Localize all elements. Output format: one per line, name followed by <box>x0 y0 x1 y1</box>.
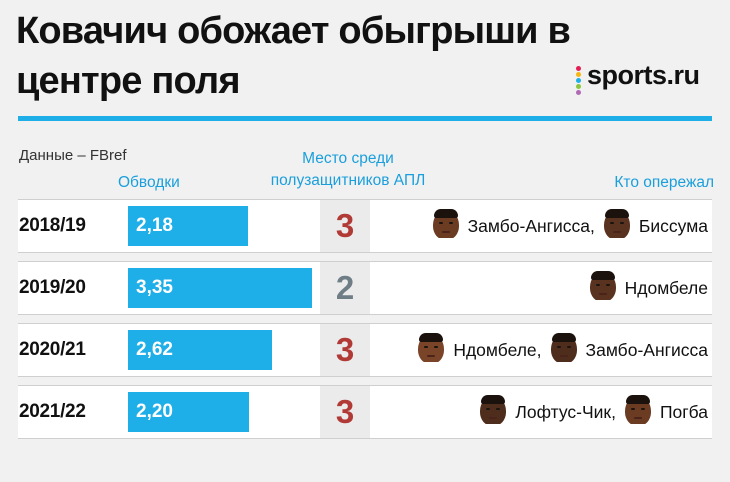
season-row: 2020/21 2,62 3 Ндомбеле, Замбо-Ангисса <box>18 323 712 377</box>
season-row: 2021/22 2,20 3 Лофтус-Чик, Погба <box>18 385 712 439</box>
player-name: Погба <box>659 401 708 422</box>
rank-value: 3 <box>320 324 370 376</box>
player-name: Ндомбеле <box>453 339 537 360</box>
data-source: Данные – FBref <box>19 147 127 164</box>
chart-title: Ковачич обожает обыгрыши в центре поля <box>16 10 571 102</box>
dribbles-value-label: 2,18 <box>136 215 173 236</box>
sports-ru-logo: sports.ru <box>574 58 724 100</box>
player-face-icon <box>588 271 618 305</box>
name-separator: , <box>611 401 616 422</box>
dribbles-bar <box>128 206 248 246</box>
player-face-icon <box>623 395 653 429</box>
logo-dot <box>576 90 581 95</box>
players-ahead: Лофтус-Чик, Погба <box>478 386 708 438</box>
players-ahead: Ндомбеле, Замбо-Ангисса <box>416 324 708 376</box>
logo-dot <box>576 84 581 89</box>
player-face-icon <box>478 395 508 429</box>
player-face-icon <box>431 209 461 243</box>
dribbles-bar <box>128 330 272 370</box>
column-header-rank: Место среди полузащитников АПЛ <box>270 150 426 189</box>
player-face-icon <box>416 333 446 367</box>
player-face-icon <box>602 209 632 243</box>
logo-wordmark: sports.ru <box>587 60 700 90</box>
player-face-icon <box>549 333 579 367</box>
player-name: Лофтус-Чик <box>515 401 612 422</box>
season-row: 2019/20 3,35 2 Ндомбеле <box>18 261 712 315</box>
rank-value: 3 <box>320 386 370 438</box>
dribbles-value-label: 3,35 <box>136 277 173 298</box>
players-ahead: Замбо-Ангисса, Биссума <box>431 200 708 252</box>
season-label: 2018/19 <box>19 215 86 236</box>
players-ahead: Ндомбеле <box>588 262 708 314</box>
name-separator: , <box>590 215 595 236</box>
header-divider <box>18 116 712 121</box>
season-label: 2021/22 <box>19 401 86 422</box>
column-header-dribbles: Обводки <box>118 174 180 191</box>
dribbles-bar <box>128 392 249 432</box>
name-separator: , <box>536 339 542 360</box>
season-row: 2018/19 2,18 3 Замбо-Ангисса, Биссума <box>18 199 712 253</box>
dribbles-value-label: 2,20 <box>136 401 173 422</box>
logo-dot <box>576 66 581 71</box>
logo-dot <box>576 78 581 83</box>
player-name: Замбо-Ангисса <box>467 215 591 236</box>
logo-dot <box>576 72 581 77</box>
rank-value: 2 <box>320 262 370 314</box>
player-name: Биссума <box>638 215 708 236</box>
logo-dots-icon <box>576 66 584 96</box>
rank-value: 3 <box>320 200 370 252</box>
player-name: Ндомбеле <box>624 277 708 298</box>
season-label: 2020/21 <box>19 339 86 360</box>
column-header-who: Кто опережал <box>614 174 714 191</box>
season-label: 2019/20 <box>19 277 86 298</box>
player-name: Замбо-Ангисса <box>585 339 708 360</box>
dribbles-bar <box>128 268 312 308</box>
dribbles-value-label: 2,62 <box>136 339 173 360</box>
